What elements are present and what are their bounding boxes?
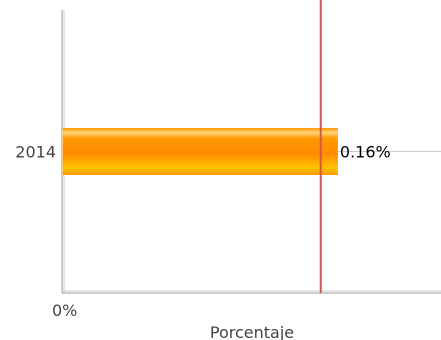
bar-2014: [63, 128, 338, 175]
category-label-2014: 2014: [15, 143, 56, 162]
x-tick-label-0: 0%: [52, 301, 77, 320]
data-label-2014: 0.16%: [340, 143, 391, 162]
x-axis-title: Porcentaje: [210, 323, 294, 340]
